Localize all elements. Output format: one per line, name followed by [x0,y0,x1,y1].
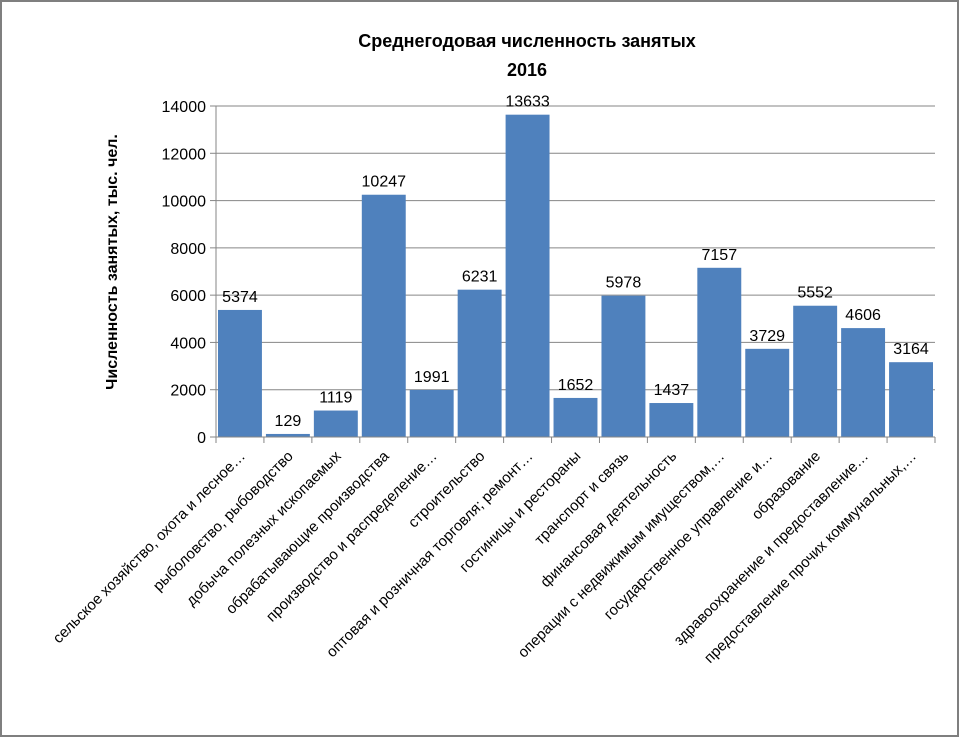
bar [649,403,694,437]
y-axis-ticks: 0 2000 4000 6000 8000 10000 12000 14000 [162,99,216,447]
data-label: 1119 [319,390,352,407]
data-label: 4606 [845,307,881,324]
data-label: 7157 [702,247,738,264]
bars [218,114,933,438]
y-tick-label: 12000 [162,146,207,163]
bar [601,295,646,437]
bar [841,328,886,437]
x-tick-label: сельское хозяйство, охота и лесное… [50,448,249,647]
bar [218,309,262,437]
bar [265,433,310,437]
axes [215,106,936,443]
data-label: 5552 [797,285,833,302]
y-tick-label: 10000 [162,194,207,211]
bar [409,389,454,437]
x-tick-label: государственное управление и… [601,448,776,623]
data-label: 3164 [893,341,929,358]
bar [793,305,838,437]
y-axis-label: Численность занятых, тыс. чел. [104,134,121,390]
bar [697,267,742,437]
data-label: 1652 [558,377,594,394]
x-axis-labels: сельское хозяйство, охота и лесное…рыбол… [50,447,920,666]
chart-title-line1: Среднегодовая численность занятых [358,31,696,51]
data-label: 129 [275,413,302,430]
y-tick-label: 6000 [170,288,206,305]
bar [457,289,502,437]
data-labels: 5374 129 1119 10247 1991 6231 13633 1652 5978 143… [222,94,929,430]
data-label: 1991 [414,369,450,386]
bar [553,397,598,437]
bar [745,348,790,437]
data-label: 1437 [654,382,690,399]
data-label: 5374 [222,289,258,306]
x-tick-label: производство и распределение… [263,448,441,626]
bar [361,194,406,437]
data-label: 5978 [606,275,642,292]
y-tick-label: 4000 [170,335,206,352]
y-tick-label: 8000 [170,241,206,258]
y-tick-label: 14000 [162,99,207,116]
chart-title-line2: 2016 [507,60,547,80]
bar [313,410,358,437]
data-label: 3729 [749,328,785,345]
bar [505,114,550,438]
y-tick-label: 0 [197,430,206,447]
y-tick-label: 2000 [170,383,206,400]
data-label: 6231 [462,269,498,286]
data-label: 13633 [505,94,550,111]
bar [889,362,933,437]
data-label: 10247 [362,174,407,191]
